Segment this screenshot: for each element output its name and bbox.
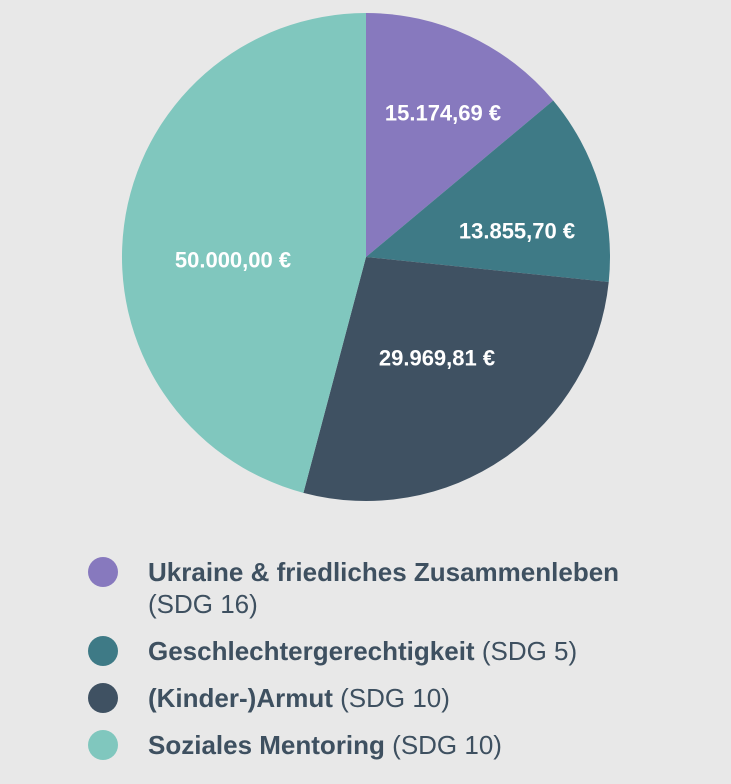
legend-sdg: (SDG 5)	[481, 636, 578, 666]
legend-item-soziales-mentoring: Soziales Mentoring (SDG 10)	[88, 729, 668, 761]
legend-name: (Kinder-)Armut	[148, 683, 333, 713]
legend-label-ukraine: Ukraine & friedliches Zusammenleben (SDG…	[148, 556, 653, 620]
pie-value-label-1: 15.174,69 €	[385, 101, 501, 126]
legend-dot-ukraine-icon	[88, 557, 118, 587]
legend-name: Ukraine & friedliches Zusammenleben	[148, 557, 620, 587]
pie-slice-3	[303, 257, 609, 502]
legend-name: Geschlechtergerechtigkeit	[148, 636, 475, 666]
legend-sdg: (SDG 16)	[148, 589, 258, 619]
pie-chart: 15.174,69 € 13.855,70 € 29.969,81 € 50.000,…	[121, 12, 611, 502]
legend-item-geschlechtergerechtigkeit: Geschlechtergerechtigkeit (SDG 5)	[88, 635, 668, 667]
legend-dot-soziales-mentoring-icon	[88, 730, 118, 760]
pie-value-label-2: 13.855,70 €	[459, 219, 575, 244]
legend-item-kinderarmut: (Kinder-)Armut (SDG 10)	[88, 682, 668, 714]
legend-label-soziales-mentoring: Soziales Mentoring (SDG 10)	[148, 729, 502, 761]
legend-dot-geschlechtergerechtigkeit-icon	[88, 636, 118, 666]
legend-sdg: (SDG 10)	[392, 730, 502, 760]
legend-label-geschlechtergerechtigkeit: Geschlechtergerechtigkeit (SDG 5)	[148, 635, 577, 667]
legend-label-kinderarmut: (Kinder-)Armut (SDG 10)	[148, 682, 450, 714]
pie-value-label-4: 50.000,00 €	[175, 248, 291, 273]
pie-slice-4	[121, 12, 366, 493]
pie-value-label-3: 29.969,81 €	[379, 346, 495, 371]
legend-name: Soziales Mentoring	[148, 730, 385, 760]
pie-slice-2	[366, 100, 611, 282]
pie-slice-1	[366, 13, 554, 257]
legend: Ukraine & friedliches Zusammenleben (SDG…	[88, 556, 668, 761]
legend-sdg: (SDG 10)	[340, 683, 450, 713]
legend-item-ukraine: Ukraine & friedliches Zusammenleben (SDG…	[88, 556, 668, 620]
legend-dot-kinderarmut-icon	[88, 683, 118, 713]
